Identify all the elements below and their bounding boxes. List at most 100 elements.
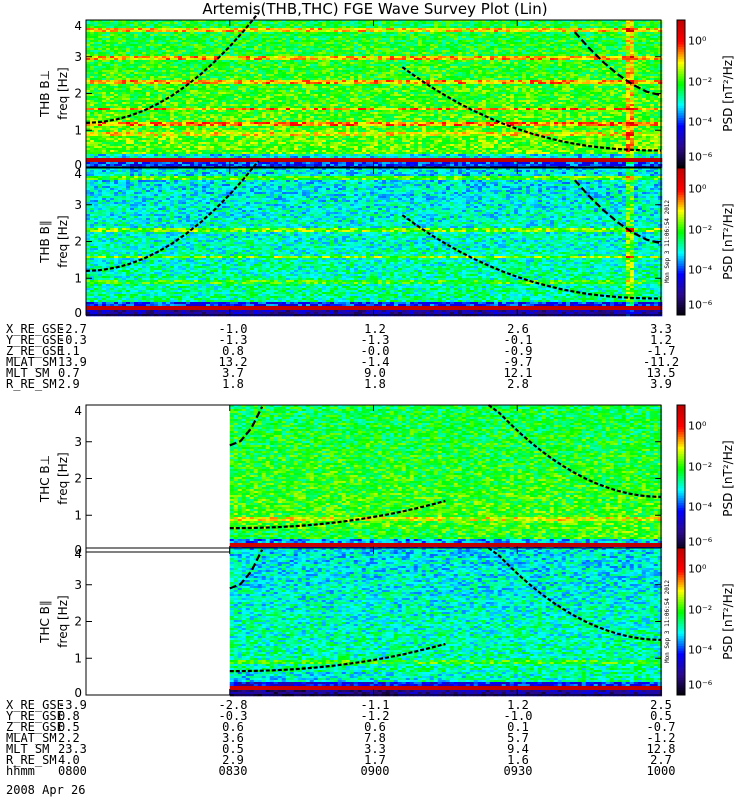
heatmap-cell — [126, 118, 130, 120]
heatmap-cell — [158, 36, 162, 38]
heatmap-cell — [326, 156, 330, 158]
heatmap-cell — [246, 90, 250, 92]
heatmap-cell — [186, 162, 190, 164]
heatmap-cell — [282, 110, 286, 112]
heatmap-cell — [134, 64, 138, 66]
heatmap-cell — [86, 76, 90, 78]
heatmap-cell — [158, 150, 162, 152]
heatmap-cell — [106, 96, 110, 98]
heatmap-cell — [166, 118, 170, 120]
heatmap-cell — [246, 114, 250, 116]
heatmap-cell — [266, 140, 270, 142]
heatmap-cell — [194, 94, 198, 96]
heatmap-cell — [326, 162, 330, 164]
heatmap-cell — [266, 26, 270, 28]
heatmap-cell — [254, 144, 258, 146]
heatmap-cell — [314, 68, 318, 70]
heatmap-cell — [346, 50, 350, 52]
heatmap-cell — [190, 68, 194, 70]
heatmap-cell — [194, 66, 198, 68]
heatmap-cell — [86, 102, 90, 104]
heatmap-cell — [338, 86, 342, 88]
heatmap-cell — [174, 54, 178, 56]
heatmap-cell — [222, 142, 226, 144]
heatmap-cell — [98, 102, 102, 104]
heatmap-cell — [86, 34, 90, 36]
heatmap-cell — [226, 30, 230, 32]
heatmap-cell — [226, 84, 230, 86]
heatmap-cell — [222, 106, 226, 108]
heatmap-cell — [174, 74, 178, 76]
heatmap-cell — [238, 22, 242, 24]
heatmap-cell — [326, 132, 330, 134]
heatmap-cell — [346, 72, 350, 74]
heatmap-cell — [106, 146, 110, 148]
heatmap-cell — [330, 138, 334, 140]
heatmap-cell — [130, 152, 134, 154]
heatmap-cell — [314, 60, 318, 62]
heatmap-cell — [322, 62, 326, 64]
heatmap-cell — [170, 80, 174, 82]
heatmap-cell — [334, 80, 338, 82]
heatmap-cell — [166, 56, 170, 58]
heatmap-cell — [262, 74, 266, 76]
heatmap-cell — [150, 22, 154, 24]
heatmap-cell — [138, 72, 142, 74]
heatmap-cell — [194, 156, 198, 158]
heatmap-cell — [118, 58, 122, 60]
heatmap-cell — [190, 48, 194, 50]
heatmap-cell — [282, 112, 286, 114]
heatmap-cell — [102, 42, 106, 44]
heatmap-cell — [254, 132, 258, 134]
heatmap-cell — [342, 46, 346, 48]
heatmap-cell — [214, 90, 218, 92]
heatmap-cell — [230, 52, 234, 54]
heatmap-cell — [334, 88, 338, 90]
heatmap-cell — [234, 130, 238, 132]
heatmap-cell — [258, 48, 262, 50]
heatmap-cell — [242, 64, 246, 66]
heatmap-cell — [138, 146, 142, 148]
heatmap-cell — [326, 70, 330, 72]
heatmap-cell — [342, 34, 346, 36]
heatmap-cell — [214, 26, 218, 28]
heatmap-cell — [310, 148, 314, 150]
heatmap-cell — [298, 102, 302, 104]
heatmap-cell — [246, 32, 250, 34]
heatmap-cell — [190, 140, 194, 142]
heatmap-cell — [298, 156, 302, 158]
heatmap-cell — [226, 102, 230, 104]
heatmap-cell — [254, 154, 258, 156]
heatmap-cell — [122, 68, 126, 70]
heatmap-cell — [182, 128, 186, 130]
heatmap-cell — [202, 40, 206, 42]
heatmap-cell — [94, 36, 98, 38]
heatmap-cell — [110, 86, 114, 88]
heatmap-cell — [298, 46, 302, 48]
heatmap-cell — [238, 86, 242, 88]
heatmap-cell — [338, 78, 342, 80]
heatmap-cell — [126, 38, 130, 40]
heatmap-cell — [306, 98, 310, 100]
heatmap-cell — [110, 38, 114, 40]
heatmap-cell — [294, 60, 298, 62]
heatmap-cell — [226, 114, 230, 116]
heatmap-cell — [270, 80, 274, 82]
heatmap-cell — [322, 66, 326, 68]
heatmap-cell — [266, 154, 270, 156]
heatmap-cell — [326, 164, 330, 166]
heatmap-cell — [266, 74, 270, 76]
heatmap-cell — [166, 148, 170, 150]
heatmap-cell — [338, 152, 342, 154]
heatmap-cell — [262, 76, 266, 78]
heatmap-cell — [94, 136, 98, 138]
heatmap-cell — [330, 34, 334, 36]
heatmap-cell — [182, 34, 186, 36]
heatmap-cell — [230, 116, 234, 118]
heatmap-cell — [158, 144, 162, 146]
heatmap-cell — [238, 66, 242, 68]
heatmap-cell — [174, 124, 178, 126]
heatmap-cell — [330, 100, 334, 102]
heatmap-cell — [198, 102, 202, 104]
heatmap-cell — [306, 118, 310, 120]
